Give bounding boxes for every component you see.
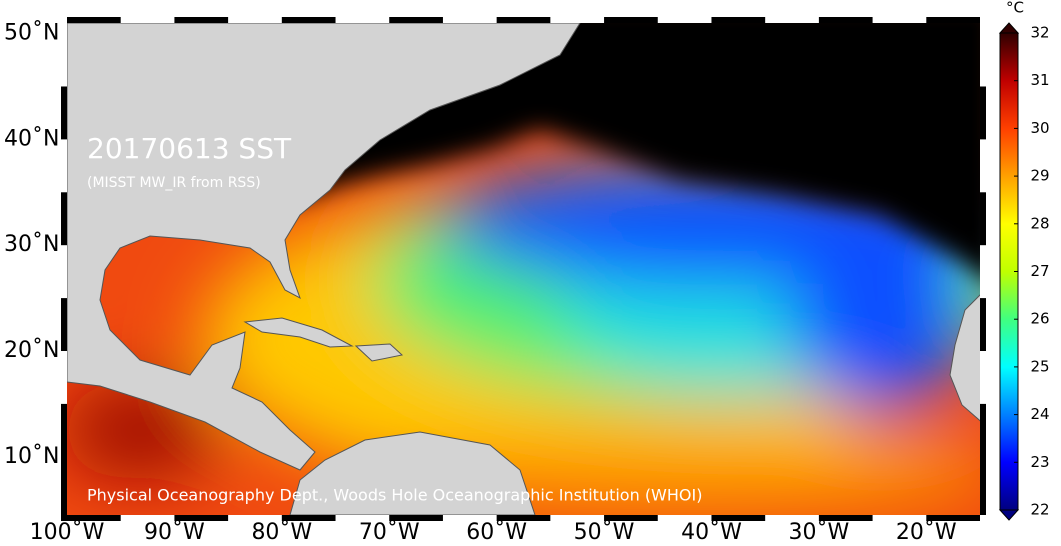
x-tick-label: 40˚W [681, 520, 742, 545]
frame-segment [765, 515, 819, 521]
x-tick-label: 60˚W [466, 520, 527, 545]
cuba [243, 317, 354, 348]
credit: Physical Oceanography Dept., Woods Hole … [87, 486, 702, 505]
frame-segment [61, 17, 67, 70]
y-tick-label: 30˚N [4, 232, 59, 257]
frame-segment [765, 17, 819, 23]
colorbar-bottom-arrow [998, 509, 1020, 521]
frame-segment [872, 515, 927, 521]
frame-segment [980, 245, 986, 299]
y-tick-label: 20˚N [4, 338, 59, 363]
frame-segment [980, 17, 986, 70]
frame-segment [980, 139, 986, 193]
colorbar-tick-label: 24 [1030, 405, 1049, 423]
frame-segment [980, 351, 986, 404]
frame-segment [550, 515, 605, 521]
colorbar-top-arrow [998, 22, 1020, 34]
colorbar-tick-label: 31 [1030, 71, 1049, 89]
frame-segment [980, 515, 986, 521]
x-tick-label: 30˚W [789, 520, 850, 545]
map-title: 20170613 SST [87, 132, 292, 165]
colorbar-tick-label: 27 [1030, 262, 1049, 280]
x-tick-label: 90˚W [144, 520, 205, 545]
frame-segment [872, 17, 927, 23]
x-tick-label: 20˚W [896, 520, 957, 545]
x-tick-label: 80˚W [251, 520, 312, 545]
x-tick-label: 50˚W [574, 520, 635, 545]
north-america [67, 23, 581, 471]
frame-segment [442, 515, 497, 521]
hispaniola [354, 343, 404, 362]
colorbar-tick-label: 32 [1030, 24, 1049, 42]
frame-segment [442, 17, 497, 23]
frame-segment [61, 351, 67, 404]
frame-segment [335, 17, 390, 23]
frame-segment [657, 17, 712, 23]
colorbar-tick-label: 23 [1030, 453, 1049, 471]
frame-segment [228, 17, 282, 23]
frame-segment [120, 515, 175, 521]
sst-field [67, 23, 980, 515]
frame-segment [657, 515, 712, 521]
y-tick-label: 10˚N [4, 444, 59, 469]
frame-segment [120, 17, 175, 23]
x-tick-label: 100˚W [30, 520, 105, 545]
y-tick-label: 50˚N [4, 21, 59, 46]
colorbar-tick-label: 25 [1030, 357, 1049, 375]
frame-segment [335, 515, 390, 521]
colorbar-tick-label: 30 [1030, 119, 1049, 137]
frame-segment [228, 515, 282, 521]
colorbar-tick-label: 22 [1030, 501, 1049, 519]
colorbar-unit: °C [1006, 0, 1024, 17]
frame-segment [550, 17, 605, 23]
x-tick-label: 70˚W [359, 520, 420, 545]
frame-segment [61, 139, 67, 193]
colorbar-tick-label: 29 [1030, 167, 1049, 185]
africa [949, 294, 980, 422]
map-subtitle: (MISST MW_IR from RSS) [87, 175, 261, 191]
colorbar-tick-label: 28 [1030, 214, 1049, 232]
y-tick-label: 40˚N [4, 126, 59, 151]
colorbar-tick-label: 26 [1030, 310, 1049, 328]
frame-segment [61, 245, 67, 299]
south-america [289, 431, 536, 515]
